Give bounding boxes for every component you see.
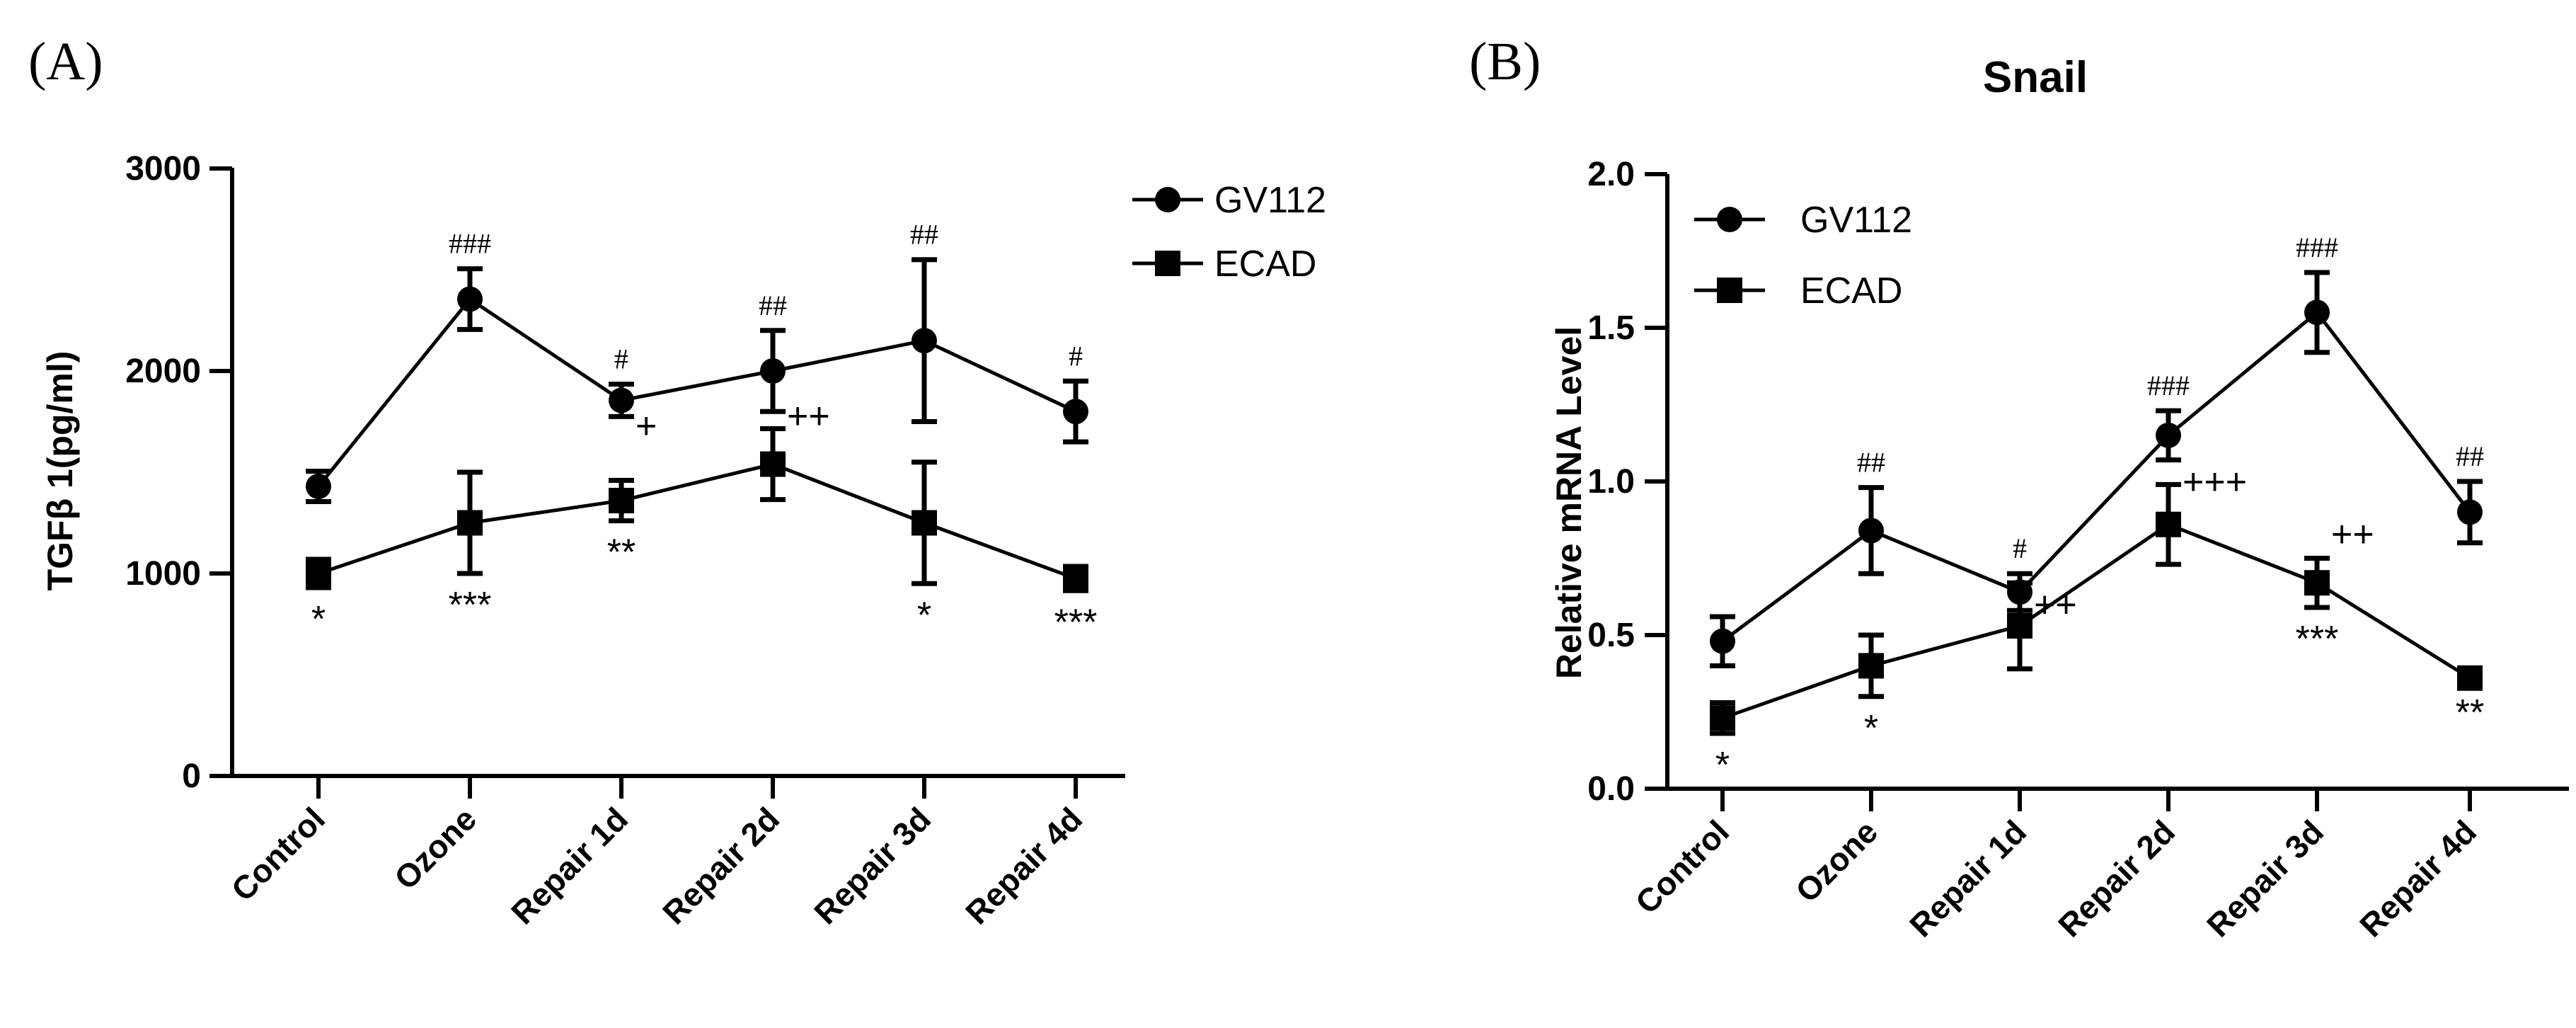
- panel-b-xtick-label: Repair 3d: [2200, 813, 2330, 944]
- data-point-gv112: [1858, 518, 1884, 544]
- data-point-gv112: [912, 328, 937, 354]
- significance-hash-gv112: ##: [2456, 440, 2484, 472]
- significance-plus: +++: [2183, 462, 2247, 503]
- panel-b-xtick-label: Repair 4d: [2352, 813, 2483, 944]
- panel-a-xtick-label: Control: [224, 800, 332, 908]
- data-point-gv112: [1710, 628, 1735, 654]
- panel-a-y-ticks: 0 1000 2000 3000: [125, 150, 232, 795]
- significance-plus: +: [636, 406, 657, 447]
- data-point-ecad: [609, 488, 634, 514]
- significance-hash-gv112: #: [1069, 340, 1083, 372]
- significance-hash-gv112: #: [2013, 532, 2027, 564]
- panel-b-ytick-label: 1.5: [1587, 309, 1635, 347]
- data-point-ecad: [1063, 566, 1088, 592]
- significance-hash-gv112: #: [614, 343, 628, 375]
- panel-a-ytick-label: 2000: [125, 353, 201, 390]
- panel-b-xtick-label: Repair 2d: [2051, 813, 2182, 944]
- panel-a-x-ticks: Control Ozone Repair 1d Repair 2d Repair…: [224, 776, 1089, 931]
- panel-b-ylabel: Relative mRNA Level: [1549, 326, 1589, 679]
- significance-star-ecad: *: [311, 599, 326, 640]
- panel-a-ytick-label: 1000: [125, 555, 201, 593]
- data-point-gv112: [609, 387, 634, 413]
- panel-b-ytick-label: 1.0: [1587, 463, 1635, 501]
- significance-hash-gv112: ##: [759, 290, 787, 321]
- panel-a-legend: GV112 ECAD: [1132, 180, 1326, 285]
- panel-a-ylabel: TGFβ 1(pg/ml): [40, 351, 80, 591]
- significance-star-ecad: *: [1864, 708, 1878, 749]
- significance-hash-gv112: ###: [2296, 232, 2338, 263]
- data-point-ecad: [1710, 705, 1735, 731]
- panel-a-label: (A): [28, 32, 103, 91]
- legend-ecad-label: ECAD: [1800, 270, 1902, 312]
- panel-b: (B) Snail Relative mRNA Level 0.0 0.5 1.…: [1469, 32, 2569, 944]
- panel-b-xtick-label: Control: [1628, 813, 1736, 920]
- significance-star-ecad: ***: [1054, 602, 1098, 643]
- panel-a: (A) TGFβ 1(pg/ml) 0 1000 2000 3000 Contr…: [28, 32, 1326, 931]
- panel-b-plot-area: ###########*******+++++++: [1710, 232, 2484, 786]
- significance-plus: ++: [787, 396, 830, 437]
- legend-ecad-marker: [1717, 278, 1742, 303]
- legend-gv112-label: GV112: [1214, 180, 1326, 221]
- series-line-ecad: [318, 462, 1076, 581]
- panel-b-ytick-label: 0.0: [1587, 770, 1635, 808]
- significance-plus: ++: [2034, 585, 2077, 626]
- data-point-gv112: [2156, 422, 2181, 448]
- data-point-gv112: [306, 474, 331, 500]
- panel-b-ytick-label: 2.0: [1587, 156, 1635, 193]
- legend-gv112-label: GV112: [1800, 200, 1912, 241]
- panel-b-y-ticks: 0.0 0.5 1.0 1.5 2.0: [1587, 156, 1667, 808]
- data-point-gv112: [1063, 399, 1088, 425]
- data-point-gv112: [2304, 299, 2330, 326]
- significance-hash-gv112: ###: [2147, 370, 2190, 401]
- significance-star-ecad: ***: [2296, 619, 2339, 660]
- panel-a-xtick-label: Ozone: [387, 800, 483, 896]
- significance-hash-gv112: ##: [1857, 447, 1885, 479]
- significance-plus: ++: [2331, 514, 2374, 555]
- data-point-ecad: [457, 510, 483, 536]
- panel-b-x-ticks: Control Ozone Repair 1d Repair 2d Repair…: [1628, 789, 2483, 944]
- legend-ecad-label: ECAD: [1214, 244, 1316, 285]
- panel-b-legend: GV112 ECAD: [1694, 200, 1912, 312]
- significance-hash-gv112: ##: [910, 219, 938, 251]
- data-point-ecad: [2156, 511, 2181, 537]
- significance-star-ecad: *: [1715, 745, 1730, 786]
- panel-a-xtick-label: Repair 2d: [655, 800, 786, 931]
- series-line-ecad: [1722, 522, 2471, 720]
- panel-a-ytick-label: 0: [182, 758, 201, 795]
- significance-star-ecad: **: [2456, 692, 2484, 733]
- series-line-gv112: [1721, 309, 2471, 643]
- data-point-gv112: [457, 286, 483, 312]
- data-point-ecad: [2457, 665, 2483, 691]
- panel-b-ytick-label: 0.5: [1587, 617, 1635, 654]
- data-point-ecad: [2007, 612, 2032, 639]
- data-point-ecad: [1858, 653, 1884, 679]
- panel-b-label: (B): [1469, 32, 1541, 91]
- panel-a-ytick-label: 3000: [125, 150, 201, 188]
- data-point-gv112: [760, 358, 786, 384]
- panel-b-title: Snail: [1983, 53, 2088, 102]
- panel-b-xtick-label: Repair 1d: [1902, 813, 2033, 944]
- legend-gv112-marker: [1717, 207, 1742, 232]
- significance-star-ecad: **: [607, 532, 636, 573]
- data-point-ecad: [2304, 570, 2330, 596]
- panel-a-plot-area: #########* ****** ***+ ++: [306, 219, 1098, 643]
- data-point-ecad: [306, 561, 331, 586]
- panel-a-xtick-label: Repair 3d: [807, 800, 938, 931]
- data-point-ecad: [760, 451, 786, 477]
- panel-b-xtick-label: Ozone: [1788, 813, 1885, 909]
- panel-a-xtick-label: Repair 4d: [958, 800, 1089, 931]
- significance-hash-gv112: ###: [449, 228, 491, 260]
- legend-gv112-marker: [1155, 187, 1180, 212]
- series-line-gv112: [317, 297, 1077, 488]
- data-point-gv112: [2457, 499, 2483, 525]
- significance-star-ecad: ***: [449, 585, 492, 626]
- legend-ecad-marker: [1155, 251, 1180, 276]
- significance-star-ecad: *: [917, 595, 931, 636]
- data-point-ecad: [912, 510, 937, 536]
- panel-a-xtick-label: Repair 1d: [504, 800, 635, 931]
